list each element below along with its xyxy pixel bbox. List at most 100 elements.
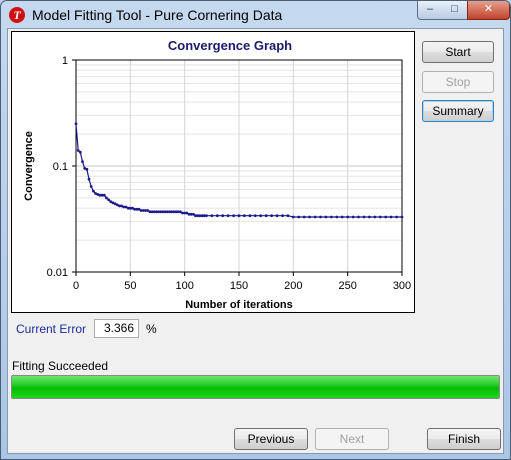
finish-button[interactable]: Finish <box>427 428 501 450</box>
data-point <box>92 189 95 193</box>
data-point <box>122 205 126 209</box>
data-point <box>100 193 104 197</box>
chart-ticks: 0 50 100 150 200 250 300 1 0.1 0.01 <box>47 55 412 292</box>
data-point <box>192 212 195 216</box>
data-point <box>78 150 82 154</box>
data-point <box>161 210 165 214</box>
next-button[interactable]: Next <box>315 428 389 450</box>
data-point <box>270 214 273 218</box>
data-point <box>389 215 393 219</box>
data-point <box>133 207 137 211</box>
data-point <box>181 211 184 215</box>
y-tick-label: 1 <box>62 55 68 67</box>
y-axis-label: Convergence <box>23 131 35 201</box>
data-point <box>324 215 328 219</box>
data-point <box>286 214 290 218</box>
data-point <box>148 210 152 214</box>
data-point <box>259 214 263 218</box>
x-tick-label: 200 <box>284 280 302 292</box>
app-logo-icon[interactable]: T <box>9 7 25 23</box>
data-point <box>157 210 161 214</box>
data-point <box>174 210 178 214</box>
data-point <box>172 210 176 214</box>
previous-button[interactable]: Previous <box>234 428 308 450</box>
data-point <box>83 167 87 170</box>
data-point <box>111 201 115 205</box>
data-point <box>150 210 154 214</box>
data-point <box>200 214 204 218</box>
data-point <box>243 214 246 218</box>
chart-svg: Convergence Graph 0 50 100 150 200 250 300 1 0.1… <box>23 38 412 311</box>
data-point <box>163 210 167 214</box>
close-icon: ✕ <box>483 3 494 15</box>
data-point <box>89 185 93 188</box>
data-point <box>87 177 91 181</box>
data-point <box>94 192 97 195</box>
minimize-icon: – <box>426 3 434 15</box>
x-tick-label: 100 <box>175 280 193 292</box>
data-point <box>308 215 311 219</box>
data-point <box>96 193 100 196</box>
data-point <box>226 214 230 218</box>
data-point <box>335 215 339 219</box>
x-tick-label: 50 <box>124 280 136 292</box>
data-point <box>76 149 80 152</box>
stop-button[interactable]: Stop <box>422 71 494 93</box>
data-point <box>98 193 102 197</box>
data-point <box>232 214 236 218</box>
client-area: Convergence Graph 0 50 100 150 200 250 300 1 0.1… <box>7 28 504 454</box>
data-point <box>178 210 182 214</box>
data-point <box>248 214 252 218</box>
data-point <box>74 122 78 126</box>
data-point <box>253 214 257 218</box>
data-point <box>340 215 344 219</box>
data-point <box>196 214 200 218</box>
data-point <box>215 214 219 218</box>
data-point <box>135 207 139 211</box>
x-tick-label: 150 <box>230 280 248 292</box>
title-bar[interactable]: T Model Fitting Tool - Pure Cornering Da… <box>1 1 510 29</box>
data-point <box>237 214 241 218</box>
data-point <box>168 210 171 214</box>
data-point <box>194 214 197 218</box>
data-point <box>330 215 333 219</box>
data-point <box>176 210 180 214</box>
window-title: Model Fitting Tool - Pure Cornering Data <box>32 7 283 23</box>
minimize-button[interactable]: – <box>417 1 443 20</box>
data-point <box>313 215 317 219</box>
start-button[interactable]: Start <box>422 41 494 63</box>
data-point <box>137 207 141 211</box>
data-point <box>115 203 119 207</box>
current-error-label: Current Error <box>16 322 87 336</box>
data-point <box>275 214 279 218</box>
data-point <box>187 212 191 216</box>
data-point <box>155 210 158 214</box>
data-point <box>264 214 268 218</box>
data-point <box>189 212 193 216</box>
data-point <box>124 205 128 209</box>
data-point <box>144 209 147 212</box>
maximize-button[interactable]: □ <box>442 1 468 20</box>
x-tick-label: 300 <box>393 280 411 292</box>
data-point <box>128 206 132 210</box>
progress-fill <box>12 376 499 398</box>
percent-unit-label: % <box>146 322 157 336</box>
x-tick-label: 250 <box>338 280 356 292</box>
maximize-icon: □ <box>451 3 458 15</box>
data-point <box>131 206 134 210</box>
summary-button[interactable]: Summary <box>422 100 494 122</box>
current-error-field[interactable]: 3.366 <box>94 319 139 338</box>
data-point <box>210 214 214 218</box>
chart-grid <box>76 60 402 272</box>
data-point <box>165 210 169 214</box>
data-point <box>139 209 143 212</box>
y-tick-label: 0.01 <box>47 267 68 279</box>
data-point <box>185 211 189 215</box>
data-point <box>319 215 322 219</box>
data-point <box>109 200 113 204</box>
data-point <box>357 215 360 219</box>
close-button[interactable]: ✕ <box>467 1 510 20</box>
data-point <box>368 215 371 219</box>
data-point <box>146 209 150 212</box>
status-text: Fitting Succeeded <box>12 359 109 373</box>
